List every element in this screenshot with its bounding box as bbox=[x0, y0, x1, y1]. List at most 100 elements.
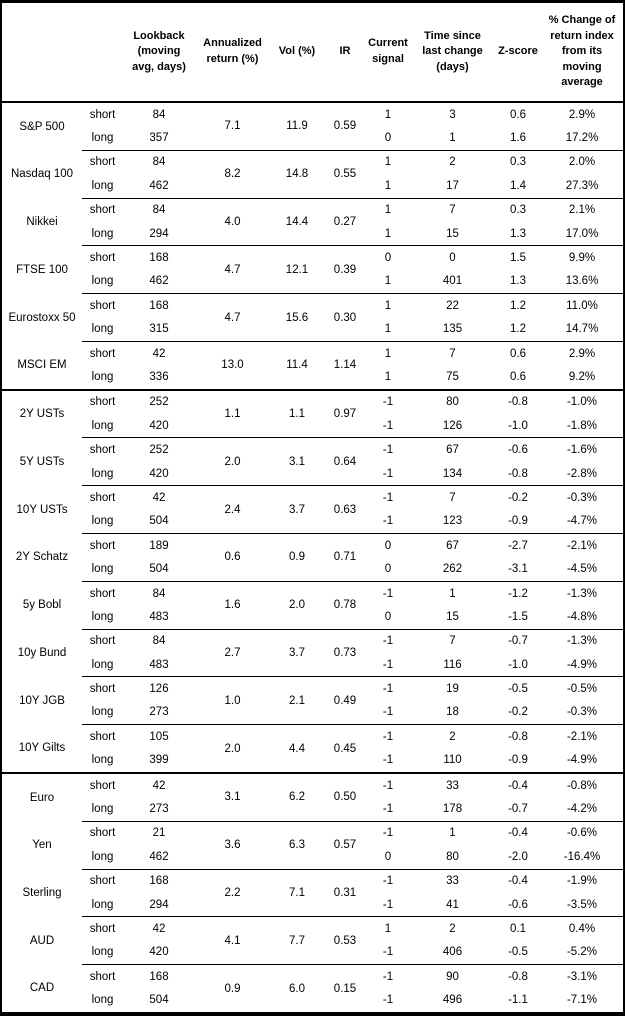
signal-value: -1 bbox=[382, 994, 394, 1007]
asset-name: 2Y Schatz bbox=[15, 551, 69, 564]
pct-change-value: -3.1% bbox=[566, 970, 598, 983]
leg-label-short: short bbox=[89, 875, 116, 888]
leg-label-long: long bbox=[82, 317, 123, 342]
zscore-value: -0.4 bbox=[508, 827, 528, 840]
time-since-value: 116 bbox=[410, 652, 495, 678]
time-since-value: 3 bbox=[449, 108, 456, 121]
asset-row-long: long 420 -1 134 -0.8 -2.8% bbox=[2, 461, 623, 487]
lookback-value: 483 bbox=[123, 652, 195, 678]
col-header-annualized-return: Annualized return (%) bbox=[195, 3, 270, 103]
annualized-return-value: 3.1 bbox=[195, 772, 270, 822]
pct-change-value: -1.8% bbox=[541, 414, 623, 439]
ir-value: 0.53 bbox=[324, 916, 366, 966]
lookback-value: 105 bbox=[149, 730, 169, 743]
asset-row-short: Nasdaq 100 short 84 8.2 14.8 0.55 1 2 0.3 2.0% bbox=[2, 150, 623, 199]
asset-row-short: 5Y USTs short 252 2.0 3.1 0.64 -1 67 -0.6 -1.6% bbox=[2, 437, 623, 487]
leg-label-long: long bbox=[82, 652, 123, 678]
signal-value: -1 bbox=[382, 635, 394, 648]
annualized-return-value: 0.9 bbox=[224, 982, 241, 995]
asset-row-short: 2Y Schatz short 189 0.6 0.9 0.71 0 67 -2.7 -2.1% bbox=[2, 533, 623, 582]
lookback-value: 252 bbox=[149, 396, 169, 409]
col-header-pct-change: % Change of return index from its moving… bbox=[541, 3, 623, 103]
ir-value: 0.59 bbox=[324, 102, 366, 151]
signal-value: -1 bbox=[382, 779, 394, 792]
leg-label-long: long bbox=[82, 940, 123, 966]
asset-name: Nasdaq 100 bbox=[10, 168, 74, 181]
leg-label-long: long bbox=[82, 174, 123, 199]
vol-value: 3.1 bbox=[270, 437, 324, 487]
asset-row-short: FTSE 100 short 168 4.7 12.1 0.39 0 0 1.5 9.9% bbox=[2, 245, 623, 295]
vol-value: 11.9 bbox=[270, 102, 324, 151]
time-since-value: 33 bbox=[446, 875, 459, 888]
pct-change-value: 11.0% bbox=[566, 299, 598, 312]
col-header-lookback: Lookback (moving avg, days) bbox=[123, 3, 195, 103]
time-since-value: 80 bbox=[446, 396, 459, 409]
asset-row-long: long 462 1 17 1.4 27.3% bbox=[2, 174, 623, 199]
leg-label-long: long bbox=[82, 797, 123, 822]
time-since-value: 110 bbox=[410, 748, 495, 774]
annualized-return-value: 2.0 bbox=[195, 437, 270, 487]
pct-change-value: -4.7% bbox=[541, 509, 623, 535]
asset-name: MSCI EM bbox=[2, 341, 82, 391]
leg-label-short: short bbox=[89, 108, 116, 121]
asset-name: 10Y USTs bbox=[16, 503, 68, 516]
signal-value: 1 bbox=[384, 156, 392, 169]
time-since-value: 178 bbox=[410, 797, 495, 822]
zscore-value: -0.2 bbox=[508, 491, 528, 504]
pct-change-value: -3.5% bbox=[541, 892, 623, 918]
asset-row-short: 10Y JGB short 126 1.0 2.1 0.49 -1 19 -0.5 -0.5% bbox=[2, 676, 623, 726]
zscore-value: -1.1 bbox=[508, 994, 528, 1007]
vol-value: 1.1 bbox=[270, 389, 324, 439]
ir-value: 0.63 bbox=[324, 485, 366, 535]
pct-change-value: -4.8% bbox=[541, 605, 623, 630]
time-since-value: 134 bbox=[410, 461, 495, 487]
lookback-value: 504 bbox=[123, 509, 195, 535]
asset-row-short: AUD short 42 4.1 7.7 0.53 1 2 0.1 0.4% bbox=[2, 916, 623, 966]
time-since-value: 406 bbox=[410, 940, 495, 966]
time-since-value: 7 bbox=[449, 635, 456, 648]
leg-label-long: long bbox=[82, 365, 123, 391]
time-since-value: 496 bbox=[442, 994, 463, 1007]
col-header-asset bbox=[2, 3, 82, 103]
asset-name: Eurostoxx 50 bbox=[8, 311, 76, 324]
ir-value: 0.64 bbox=[324, 437, 366, 487]
zscore-value: -2.0 bbox=[495, 845, 541, 870]
pct-change-value: 13.6% bbox=[541, 269, 623, 295]
lookback-value: 504 bbox=[123, 557, 195, 582]
signal-value: -1 bbox=[366, 748, 410, 774]
lookback-value: 273 bbox=[123, 797, 195, 822]
lookback-value: 168 bbox=[149, 970, 169, 983]
ir-value: 0.73 bbox=[324, 629, 366, 678]
vol-value: 6.3 bbox=[270, 821, 324, 870]
signal-value: -1 bbox=[382, 827, 394, 840]
signal-value: -1 bbox=[382, 491, 394, 504]
leg-label-short: short bbox=[89, 156, 116, 169]
pct-change-value: -4.9% bbox=[541, 652, 623, 678]
signal-value: -1 bbox=[366, 940, 410, 966]
signal-value: -1 bbox=[382, 587, 394, 600]
pct-change-value: 17.0% bbox=[541, 221, 623, 247]
leg-label-long: long bbox=[82, 126, 123, 151]
zscore-value: 1.3 bbox=[495, 269, 541, 295]
annualized-return-value: 4.7 bbox=[195, 245, 270, 295]
time-since-value: 123 bbox=[410, 509, 495, 535]
leg-label-short: short bbox=[89, 970, 116, 983]
zscore-value: -0.9 bbox=[495, 748, 541, 774]
lookback-value: 357 bbox=[123, 126, 195, 151]
lookback-value: 294 bbox=[123, 892, 195, 918]
lookback-value: 420 bbox=[123, 414, 195, 439]
signal-value: 1 bbox=[366, 365, 410, 391]
zscore-value: 1.3 bbox=[495, 221, 541, 247]
pct-change-value: 17.2% bbox=[541, 126, 623, 151]
asset-name: Sterling bbox=[22, 886, 62, 899]
asset-name: CAD bbox=[29, 982, 55, 995]
leg-label-short: short bbox=[89, 827, 116, 840]
col-header-vol: Vol (%) bbox=[270, 3, 324, 103]
lookback-value: 84 bbox=[152, 635, 166, 648]
pct-change-value: 2.9% bbox=[568, 347, 596, 360]
ir-value: 0.50 bbox=[324, 772, 366, 822]
asset-row-long: long 273 -1 178 -0.7 -4.2% bbox=[2, 797, 623, 822]
pct-change-value: 2.1% bbox=[568, 204, 596, 217]
time-since-value: 67 bbox=[446, 444, 459, 457]
